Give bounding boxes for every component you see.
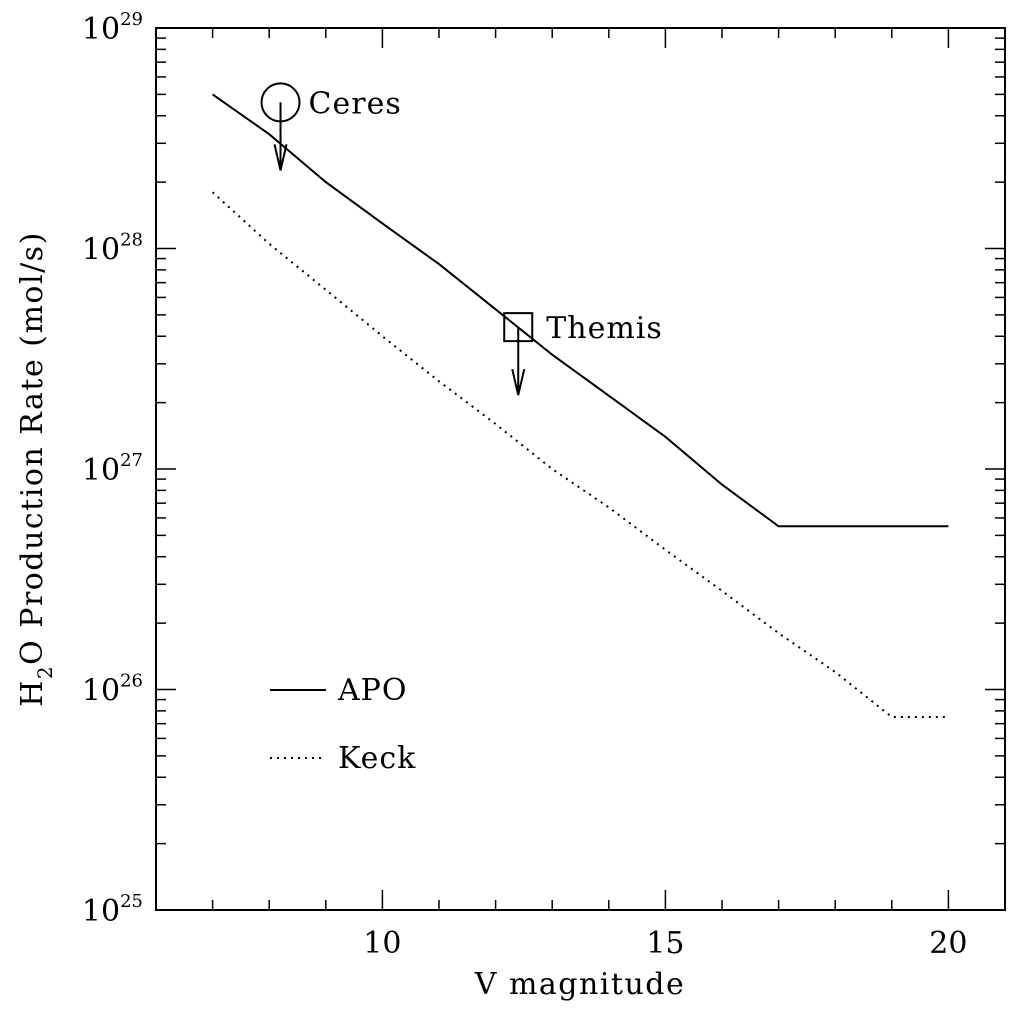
y-ticks: 1025 1026 1027 1028 1029 xyxy=(82,9,1005,929)
y-axis-label-prefix: H xyxy=(15,679,50,707)
x-tick-label: 10 xyxy=(363,926,401,961)
x-tick-label: 20 xyxy=(929,926,967,961)
legend-label-keck: Keck xyxy=(338,741,416,776)
y-tick-label: 1027 xyxy=(82,450,143,488)
x-tick-label: 15 xyxy=(646,926,684,961)
y-tick-label: 1029 xyxy=(82,9,143,47)
themis-label: Themis xyxy=(546,311,663,346)
legend-label-apo: APO xyxy=(337,673,407,708)
y-axis-label-subscript: 2 xyxy=(33,665,57,679)
y-axis-label: H2O Production Rate (mol/s) xyxy=(15,231,57,707)
ceres-upper-limit-arrow xyxy=(273,102,288,171)
y-tick-label: 1028 xyxy=(82,230,143,268)
y-tick-label: 1026 xyxy=(82,671,143,709)
x-axis-label: V magnitude xyxy=(474,967,686,1002)
legend: APO Keck xyxy=(270,673,416,776)
series-lines xyxy=(211,93,949,718)
x-ticks: 10 15 20 xyxy=(155,28,1006,961)
y-tick-label: 1025 xyxy=(82,891,143,929)
annotations: Ceres Themis xyxy=(260,82,663,396)
ceres-label: Ceres xyxy=(309,86,402,121)
themis-upper-limit-arrow xyxy=(511,327,526,396)
series-line-apo xyxy=(212,93,949,528)
y-axis-label-rest: O Production Rate (mol/s) xyxy=(15,231,50,665)
series-line-keck xyxy=(211,191,949,718)
